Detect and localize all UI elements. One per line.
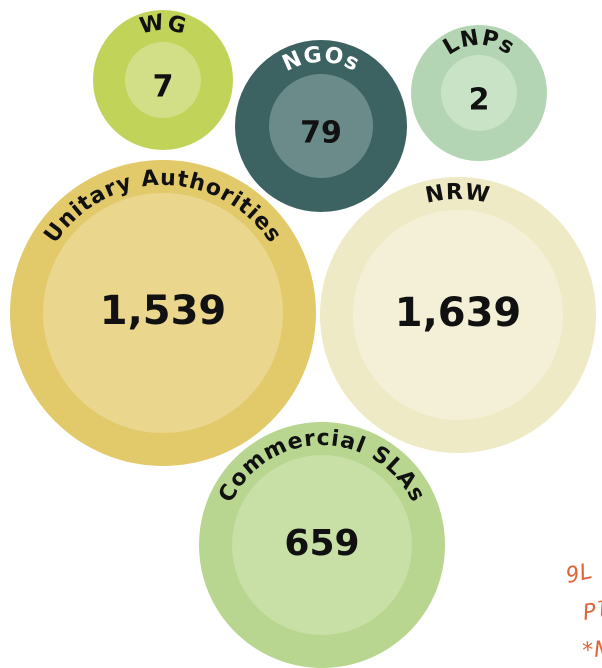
value-label: 7 [153,70,174,105]
annotation: 9L [564,559,595,589]
value-label: 79 [300,116,342,151]
value-label: 1,539 [100,288,227,334]
bubble-label: NRW [423,180,492,209]
bubble-label-path: NRW [423,180,491,209]
value-label: 1,639 [395,290,522,336]
bubble-inner [43,193,283,433]
value-label: 659 [284,523,359,564]
bubble-inner [269,74,373,178]
bubble-inner [125,42,201,118]
annotation: Pl [581,597,602,625]
bubble-inner [232,455,412,635]
bubble-label: WG [138,10,190,40]
value-label: 2 [469,83,490,118]
bubble-inner [441,55,517,131]
bubble-inner [353,210,563,420]
bubble-label-path: WG [138,10,189,40]
annotation: *N [580,637,602,664]
